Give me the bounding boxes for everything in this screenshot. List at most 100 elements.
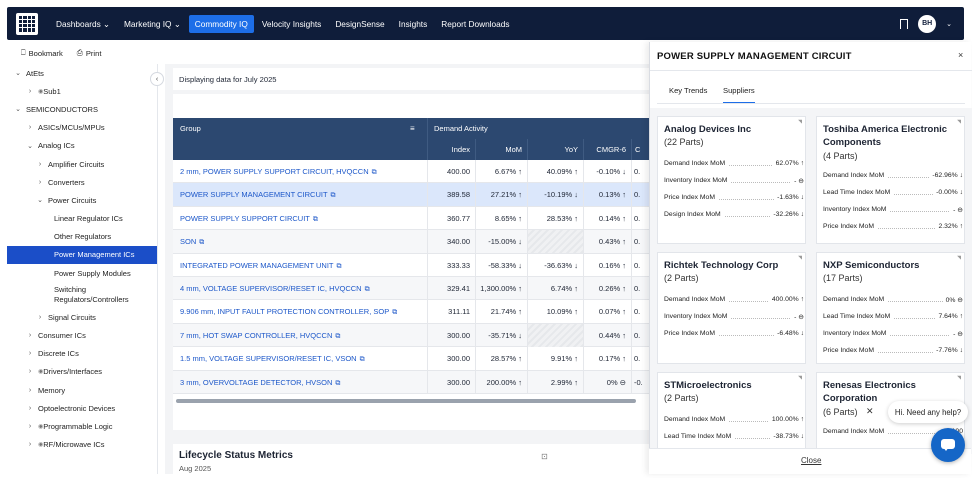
chevron-right-icon[interactable]: › bbox=[38, 178, 42, 186]
table-row[interactable]: SON ⧉ 340.00 -15.00% ↓ 0.43% ↑ 0. bbox=[173, 230, 649, 254]
chevron-right-icon[interactable]: › bbox=[28, 87, 32, 95]
expand-icon[interactable]: ◥ bbox=[957, 375, 961, 381]
tab-key-trends[interactable]: Key Trends bbox=[669, 86, 708, 95]
sidebar-item-power-supply-modules[interactable]: Power Supply Modules bbox=[7, 264, 157, 282]
chat-icon[interactable] bbox=[931, 428, 965, 462]
external-link-icon[interactable]: ⧉ bbox=[371, 169, 377, 176]
print-button[interactable]: ⎙ Print bbox=[77, 48, 102, 58]
bookmark-button[interactable]: ⎕ Bookmark bbox=[21, 48, 63, 58]
group-link[interactable]: SON ⧉ bbox=[180, 237, 204, 247]
sidebar-item-linear-regulator-ics[interactable]: Linear Regulator ICs bbox=[7, 210, 157, 228]
external-link-icon[interactable]: ⧉ bbox=[312, 215, 318, 223]
supplier-card[interactable]: ◥ Richtek Technology Corp (2 Parts) Demand … bbox=[657, 252, 806, 364]
column-header[interactable]: YoY bbox=[564, 145, 579, 154]
chevron-down-icon[interactable]: ⌄ bbox=[15, 106, 21, 114]
chevron-down-icon[interactable]: ⌄ bbox=[15, 70, 21, 78]
sidebar-item-power-circuits[interactable]: ⌄ Power Circuits bbox=[7, 191, 157, 209]
expand-icon[interactable]: ◥ bbox=[957, 255, 961, 261]
sidebar-item-consumer-ics[interactable]: › Consumer ICs bbox=[7, 326, 157, 344]
supplier-card[interactable]: ◥ Toshiba America Electronic Components (4… bbox=[816, 116, 965, 244]
close-icon[interactable]: × bbox=[958, 50, 964, 60]
expand-icon[interactable]: ◥ bbox=[798, 375, 802, 381]
sidebar-item-atets[interactable]: ⌄ AtEts bbox=[7, 64, 157, 82]
group-link[interactable]: 2 mm, POWER SUPPLY SUPPORT CIRCUIT, HVQC… bbox=[180, 167, 377, 177]
sidebar-item-power-management-ics[interactable]: Power Management ICs bbox=[7, 245, 157, 265]
close-link[interactable]: Close bbox=[801, 456, 822, 465]
column-header[interactable]: Index bbox=[451, 145, 470, 154]
nav-item-velocity-insights[interactable]: Velocity Insights bbox=[256, 15, 328, 33]
sidebar-item-rf-microwave-ics[interactable]: › ◉ RF/Microwave ICs bbox=[7, 436, 157, 454]
group-link[interactable]: 7 mm, HOT SWAP CONTROLLER, HVQCCN ⧉ bbox=[180, 331, 340, 341]
expand-icon[interactable]: ◥ bbox=[798, 119, 802, 125]
chevron-right-icon[interactable]: › bbox=[28, 441, 32, 449]
chevron-right-icon[interactable]: › bbox=[28, 350, 32, 358]
chevron-down-icon[interactable]: ⌄ bbox=[946, 20, 952, 28]
group-link[interactable]: INTEGRATED POWER MANAGEMENT UNIT ⧉ bbox=[180, 261, 341, 271]
group-link[interactable]: 1.5 mm, VOLTAGE SUPERVISOR/RESET IC, VSO… bbox=[180, 354, 365, 364]
bookmark-icon[interactable] bbox=[900, 18, 909, 29]
chevron-down-icon[interactable]: ⌄ bbox=[27, 142, 33, 150]
sidebar-item-analog-ics[interactable]: ⌄ Analog ICs bbox=[7, 137, 157, 155]
sidebar-item-switching-regulators-controllers[interactable]: Switching Regulators/Controllers bbox=[7, 282, 157, 308]
filter-icon[interactable]: ≡ bbox=[410, 124, 415, 133]
tab-suppliers[interactable]: Suppliers bbox=[723, 86, 755, 104]
nav-item-commodity-iq[interactable]: Commodity IQ bbox=[188, 14, 254, 33]
chevron-right-icon[interactable]: › bbox=[28, 422, 32, 430]
sidebar-item-programmable-logic[interactable]: › ◉ Programmable Logic bbox=[7, 417, 157, 435]
external-link-icon[interactable]: ⧉ bbox=[359, 356, 365, 364]
column-header[interactable]: MoM bbox=[505, 145, 522, 154]
sidebar-item-other-regulators[interactable]: Other Regulators bbox=[7, 228, 157, 246]
sidebar-item-memory[interactable]: › Memory bbox=[7, 381, 157, 399]
table-row[interactable]: POWER SUPPLY SUPPORT CIRCUIT ⧉ 360.77 8.65%… bbox=[173, 206, 649, 231]
external-link-icon[interactable]: ⧉ bbox=[392, 309, 398, 317]
nav-item-designsense[interactable]: DesignSense bbox=[329, 15, 390, 33]
table-row[interactable]: 2 mm, POWER SUPPLY SUPPORT CIRCUIT, HVQC… bbox=[173, 160, 649, 184]
sidebar-item-amplifier-circuits[interactable]: › Amplifier Circuits bbox=[7, 155, 157, 173]
nav-item-dashboards[interactable]: Dashboards ⌄ bbox=[50, 15, 116, 33]
external-link-icon[interactable]: ⧉ bbox=[364, 286, 370, 293]
table-row[interactable]: 4 mm, VOLTAGE SUPERVISOR/RESET IC, HVQCC… bbox=[173, 277, 649, 301]
nav-item-insights[interactable]: Insights bbox=[393, 15, 434, 33]
group-link[interactable]: 3 mm, OVERVOLTAGE DETECTOR, HVSON ⧉ bbox=[180, 378, 340, 388]
column-header[interactable]: C bbox=[635, 145, 641, 154]
supplier-card[interactable]: ◥ STMicroelectronics (2 Parts) Demand Index… bbox=[657, 372, 806, 454]
table-row[interactable]: 3 mm, OVERVOLTAGE DETECTOR, HVSON ⧉ 300.00… bbox=[173, 370, 649, 394]
group-link[interactable]: POWER SUPPLY SUPPORT CIRCUIT ⧉ bbox=[180, 214, 318, 224]
sidebar-item-drivers-interfaces[interactable]: › ◉ Drivers/Interfaces bbox=[7, 363, 157, 381]
group-link[interactable]: POWER SUPPLY MANAGEMENT CIRCUIT ⧉ bbox=[180, 190, 336, 200]
collapse-sidebar-button[interactable]: ‹ bbox=[150, 72, 164, 86]
chevron-right-icon[interactable]: › bbox=[38, 313, 42, 321]
group-link[interactable]: 4 mm, VOLTAGE SUPERVISOR/RESET IC, HVQCC… bbox=[180, 284, 370, 294]
avatar[interactable]: BH bbox=[918, 14, 937, 33]
info-icon[interactable]: ⊡ bbox=[541, 452, 548, 461]
nav-item-report-downloads[interactable]: Report Downloads bbox=[435, 15, 515, 33]
chevron-right-icon[interactable]: › bbox=[28, 124, 32, 132]
table-row[interactable]: 7 mm, HOT SWAP CONTROLLER, HVQCCN ⧉ 300.00… bbox=[173, 323, 649, 348]
chat-bubble[interactable]: Hi. Need any help? bbox=[888, 401, 968, 423]
chevron-right-icon[interactable]: › bbox=[28, 386, 32, 394]
external-link-icon[interactable]: ⧉ bbox=[335, 332, 341, 340]
table-row[interactable]: 1.5 mm, VOLTAGE SUPERVISOR/RESET IC, VSO… bbox=[173, 347, 649, 371]
sidebar-item-sub1[interactable]: › ◉ Sub1 bbox=[7, 82, 157, 100]
nav-item-marketing-iq[interactable]: Marketing IQ ⌄ bbox=[118, 15, 187, 33]
external-link-icon[interactable]: ⧉ bbox=[330, 192, 336, 200]
sidebar-item-discrete-ics[interactable]: › Discrete ICs bbox=[7, 345, 157, 363]
sidebar-item-converters[interactable]: › Converters bbox=[7, 173, 157, 191]
chat-dismiss-icon[interactable]: ✕ bbox=[866, 406, 874, 416]
column-header[interactable]: CMGR-6 bbox=[596, 145, 626, 154]
external-link-icon[interactable]: ⧉ bbox=[335, 379, 341, 387]
expand-icon[interactable]: ◥ bbox=[798, 255, 802, 261]
chevron-right-icon[interactable]: › bbox=[38, 160, 42, 168]
external-link-icon[interactable]: ⧉ bbox=[336, 262, 342, 270]
external-link-icon[interactable]: ⧉ bbox=[199, 239, 205, 247]
table-row[interactable]: 9.906 mm, INPUT FAULT PROTECTION CONTROL… bbox=[173, 300, 649, 324]
sidebar-item-asics-mcus-mpus[interactable]: › ASICs/MCUs/MPUs bbox=[7, 119, 157, 137]
sidebar-item-signal-circuits[interactable]: › Signal Circuits bbox=[7, 308, 157, 326]
chevron-right-icon[interactable]: › bbox=[28, 368, 32, 376]
supplier-card[interactable]: ◥ NXP Semiconductors (17 Parts) Demand Inde… bbox=[816, 252, 965, 364]
table-row[interactable]: INTEGRATED POWER MANAGEMENT UNIT ⧉ 333.33 -… bbox=[173, 253, 649, 277]
chevron-down-icon[interactable]: ⌄ bbox=[37, 197, 43, 205]
chevron-right-icon[interactable]: › bbox=[28, 332, 32, 340]
expand-icon[interactable]: ◥ bbox=[957, 119, 961, 125]
horizontal-scrollbar[interactable] bbox=[173, 398, 649, 404]
